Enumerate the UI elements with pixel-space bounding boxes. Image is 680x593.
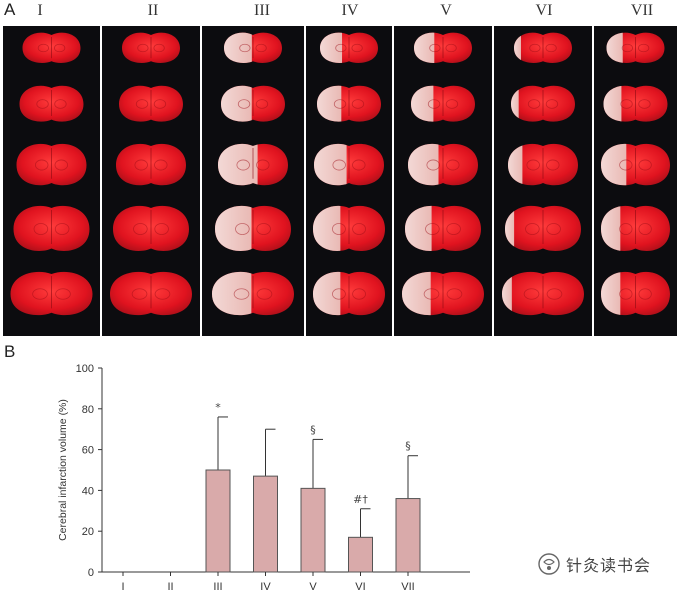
x-tick-label-II: II [167,581,173,593]
brain-slice [606,32,665,63]
y-tick-label: 60 [82,445,94,457]
x-tick-label-I: I [121,581,124,593]
brain-slice [405,205,481,251]
x-tick-label-IV: IV [260,581,271,593]
significance-mark-V: § [310,423,316,436]
group-label-3: III [254,2,270,19]
brain-slice [218,143,288,186]
brain-slice [505,205,581,251]
brain-slice [110,271,192,316]
x-tick-label-V: V [309,581,317,593]
group-label-5: V [440,2,452,19]
y-tick-label: 80 [82,404,94,416]
group-label-6: VI [535,2,553,19]
brain-slice [601,205,670,251]
y-tick-label: 100 [76,363,94,375]
brain-slice [317,85,381,122]
x-tick-label-VII: VII [401,581,414,593]
panel-b-label: B [4,342,16,361]
bar-VII [395,498,421,573]
group-label-4: IV [341,2,359,19]
brain-slice [19,85,84,122]
brain-slice [16,143,87,186]
group-labels: I II III IV V VI VII [0,2,680,24]
brain-slice [508,143,578,186]
significance-mark-VI: #† [353,493,368,506]
brain-slice [320,32,378,63]
group-label-7: VII [630,2,654,19]
brain-slice [116,143,186,186]
slice-column-6 [502,32,584,316]
brain-slice [414,32,472,63]
brain-slice [122,32,180,63]
brain-slice [601,271,670,316]
y-tick-label: 0 [88,567,94,579]
brain-slice [411,85,475,122]
brain-slice [113,205,189,251]
brain-slice [13,205,90,251]
brain-slice [119,85,183,122]
y-tick-label: 40 [82,485,94,497]
wechat-icon [538,553,560,575]
brain-slice [603,85,668,122]
brain-slice [22,32,81,63]
brain-slice [514,32,572,63]
y-tick-label: 20 [82,526,94,538]
panel-a-label: A [4,0,16,19]
watermark: 针灸读书会 [538,551,651,577]
brain-slice [314,143,384,186]
slice-column-1 [10,32,93,316]
brain-slice [402,271,484,316]
slice-column-2 [110,32,192,316]
significance-mark-VII: § [405,440,411,453]
brain-slices-photo [3,26,677,336]
slice-column-7 [601,32,670,316]
significance-mark-III: * [215,401,221,414]
x-tick-label-III: III [213,581,222,593]
brain-slice [511,85,575,122]
slice-column-4 [313,32,385,316]
brain-slice [502,271,584,316]
group-label-2: II [147,2,159,19]
bar-IV [253,475,278,573]
group-label-1: I [37,2,43,19]
bar-VI [348,536,373,573]
brain-slice [313,205,385,251]
brain-slice [224,32,282,63]
bar-III [205,469,231,573]
y-axis-label: Cerebral infarction volume (%) [57,399,69,541]
watermark-text: 针灸读书会 [566,556,652,575]
infarction-volume-chart: 0 20 40 60 80 100 Cerebral infarction volume (… [57,363,470,593]
brain-slice [10,271,93,316]
bar-V [300,487,326,573]
slice-column-5 [402,32,484,316]
x-tick-label-VI: VI [355,581,365,593]
